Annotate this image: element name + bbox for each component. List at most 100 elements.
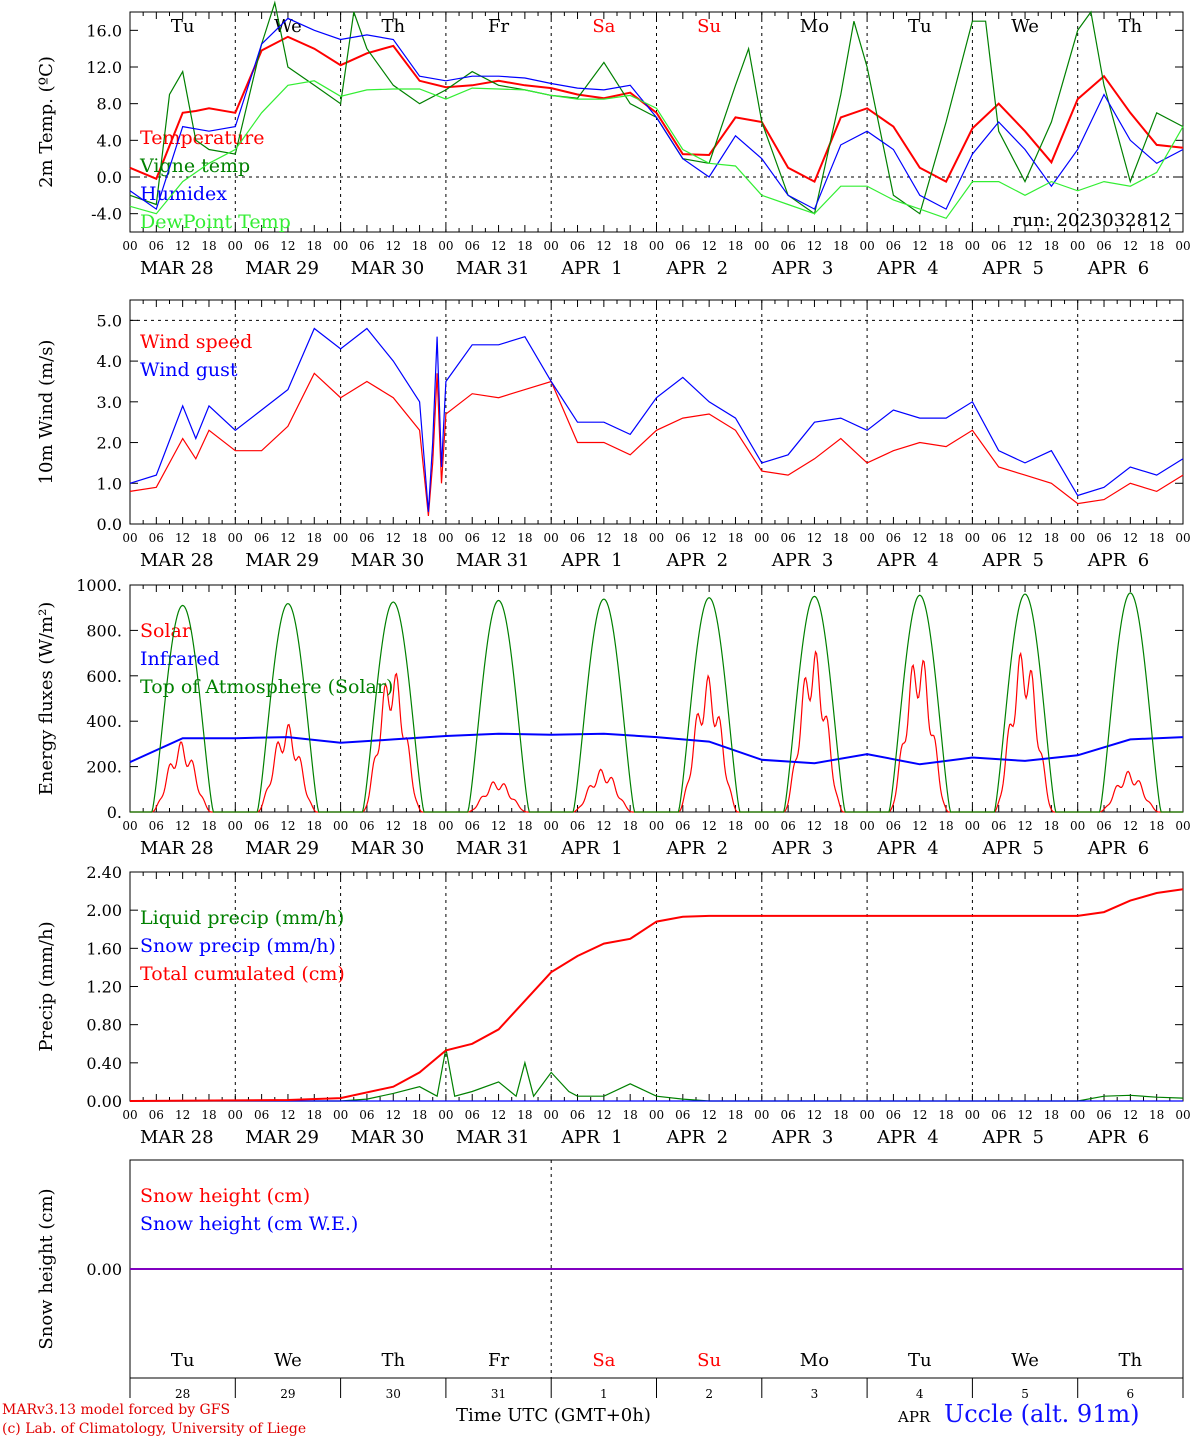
hour-tick-label: 00	[333, 1108, 348, 1122]
hour-tick-label: 00	[333, 819, 348, 833]
legend-entry: Solar	[140, 620, 192, 642]
y-axis-label: 2m Temp. (ºC)	[36, 56, 57, 188]
date-label: APR 4	[876, 1127, 939, 1148]
hour-tick-label: 06	[991, 819, 1006, 833]
hour-tick-label: 18	[623, 531, 638, 545]
series-temperature	[129, 35, 1184, 183]
credit-model: MARv3.13 model forced by GFS	[2, 1402, 231, 1418]
date-label: APR 4	[876, 550, 939, 571]
weekday-label: Su	[697, 16, 721, 37]
hour-tick-label: 18	[517, 1108, 532, 1122]
day-number-label: 1	[600, 1387, 608, 1401]
date-label: APR 6	[1087, 550, 1150, 571]
hour-tick-label: 18	[833, 531, 848, 545]
credit-lab: (c) Lab. of Climatology, University of L…	[2, 1421, 307, 1437]
hour-tick-label: 12	[386, 239, 401, 253]
date-label: APR 1	[560, 550, 623, 571]
hour-tick-label: 00	[649, 1108, 664, 1122]
weekday-label: Th	[381, 1350, 405, 1371]
panel-5: Tu We Th Fr Sa Su Mo Tu We Th 28 29 30 31 1 2 3 4 5 6 0.00 Sn…	[36, 1159, 1184, 1401]
hour-tick-label: 18	[1044, 819, 1059, 833]
weekday-label: We	[1011, 1350, 1039, 1371]
hour-tick-label: 18	[412, 239, 427, 253]
hour-tick-label: 12	[1017, 819, 1032, 833]
day-number-label: 3	[811, 1387, 819, 1401]
hour-tick-label: 18	[201, 1108, 216, 1122]
hour-tick-label: 00	[754, 531, 769, 545]
hour-tick-label: 00	[228, 819, 243, 833]
hour-tick-label: 18	[412, 819, 427, 833]
hour-tick-label: 12	[807, 819, 822, 833]
date-label: APR 3	[771, 258, 834, 279]
hour-tick-label: 06	[254, 819, 269, 833]
panel-3: 00 06 12 18 00 06 12 18 00 06 12 18 00 06 12 18 00 06 12 18…	[36, 576, 1191, 859]
y-tick-label: 0.0	[97, 168, 122, 187]
y-tick-label: 3.0	[97, 393, 122, 412]
day-number-label: 6	[1127, 1387, 1135, 1401]
date-label: MAR 29	[245, 838, 319, 859]
weekday-label: Th	[1119, 16, 1143, 37]
hour-tick-label: 12	[175, 819, 190, 833]
hour-tick-label: 18	[517, 239, 532, 253]
date-label: APR 2	[666, 1127, 729, 1148]
hour-tick-label: 06	[570, 531, 585, 545]
hour-tick-label: 12	[280, 819, 295, 833]
hour-tick-label: 18	[307, 1108, 322, 1122]
hour-tick-label: 00	[544, 819, 559, 833]
hour-tick-label: 18	[833, 819, 848, 833]
hour-tick-label: 12	[912, 1108, 927, 1122]
hour-tick-label: 00	[965, 1108, 980, 1122]
hour-tick-label: 06	[570, 239, 585, 253]
hour-tick-label: 12	[175, 1108, 190, 1122]
weekday-label: Th	[1119, 1350, 1143, 1371]
date-label: APR 2	[666, 838, 729, 859]
date-label: MAR 31	[456, 1127, 530, 1148]
hour-tick-label: 06	[780, 531, 795, 545]
hour-tick-label: 06	[675, 1108, 690, 1122]
series-humidex	[129, 17, 1184, 211]
y-tick-label: 0.40	[86, 1054, 122, 1073]
hour-tick-label: 00	[965, 531, 980, 545]
hour-tick-label: 18	[623, 239, 638, 253]
hour-tick-label: 06	[1096, 819, 1111, 833]
y-tick-label: 4.0	[97, 131, 122, 150]
legend-entry: Infrared	[140, 648, 220, 670]
date-label: MAR 29	[245, 550, 319, 571]
hour-tick-label: 00	[1175, 531, 1190, 545]
day-number-label: 2	[705, 1387, 713, 1401]
hour-tick-label: 12	[491, 819, 506, 833]
y-tick-label: 0.80	[86, 1016, 122, 1035]
hour-tick-label: 12	[596, 239, 611, 253]
hour-tick-label: 12	[491, 239, 506, 253]
hour-tick-label: 00	[438, 819, 453, 833]
hour-tick-label: 12	[702, 819, 717, 833]
hour-tick-label: 18	[938, 819, 953, 833]
hour-tick-label: 12	[491, 1108, 506, 1122]
hour-tick-label: 06	[359, 1108, 374, 1122]
day-number-label: 30	[386, 1387, 401, 1401]
date-label: APR 2	[666, 258, 729, 279]
y-tick-label: 800.	[86, 621, 122, 640]
hour-tick-label: 00	[649, 239, 664, 253]
hour-tick-label: 00	[1070, 819, 1085, 833]
date-label: APR 6	[1087, 838, 1150, 859]
y-tick-label: 1.0	[97, 474, 122, 493]
hour-tick-label: 12	[1123, 531, 1138, 545]
hour-tick-label: 18	[307, 239, 322, 253]
series-wind-speed	[129, 372, 1184, 516]
date-label: MAR 29	[245, 1127, 319, 1148]
y-axis-label: 10m Wind (m/s)	[36, 340, 57, 485]
y-tick-label: 16.0	[86, 21, 122, 40]
legend-entry: Humidex	[140, 183, 227, 205]
hour-tick-label: 06	[1096, 1108, 1111, 1122]
hour-tick-label: 00	[228, 1108, 243, 1122]
panel-1: 00 06 12 18 00 06 12 18 00 06 12 18 00 06 12 18 00 06 12 18…	[36, 0, 1191, 279]
hour-tick-label: 18	[728, 1108, 743, 1122]
hour-tick-label: 18	[938, 531, 953, 545]
weekday-label: We	[1011, 16, 1039, 37]
legend-entry: Wind speed	[140, 331, 252, 353]
date-label: MAR 31	[456, 838, 530, 859]
hour-tick-label: 00	[1175, 239, 1190, 253]
hour-tick-label: 06	[1096, 531, 1111, 545]
hour-tick-label: 06	[359, 531, 374, 545]
